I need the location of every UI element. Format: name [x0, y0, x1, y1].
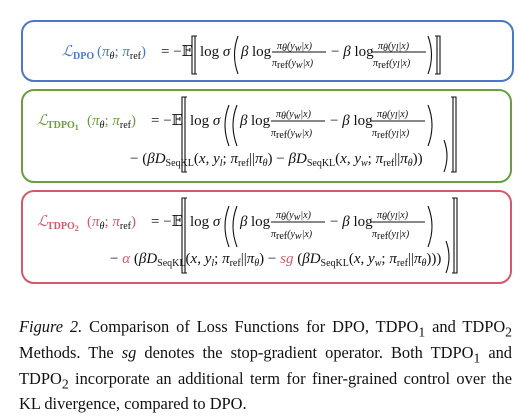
svg-text:πθ(yw|x): πθ(yw|x)	[276, 210, 312, 223]
svg-text:πref(yl|x): πref(yl|x)	[373, 58, 411, 71]
svg-text:− (βDSeqKL(x, yl; πref||πθ) −: − (βDSeqKL(x, yl; πref||πθ) − βDSeqKL(x,…	[130, 151, 423, 169]
svg-text:− β log: − β log	[330, 113, 373, 129]
svg-text:πθ(yl|x): πθ(yl|x)	[377, 210, 409, 223]
svg-text:πθ(yl|x): πθ(yl|x)	[378, 41, 410, 54]
svg-text:πref(yw|x): πref(yw|x)	[271, 229, 313, 242]
tdpo2-formula: ℒ TDPO2 (πθ; πref) = −𝔼 log σ β log πθ(y…	[37, 197, 458, 274]
caption-text-4: denotes the stop-gradient operator. Both…	[136, 342, 474, 362]
svg-text:πθ(yw|x): πθ(yw|x)	[276, 109, 312, 122]
svg-text:TDPO2: TDPO2	[47, 221, 79, 233]
svg-text:ℒ: ℒ	[37, 113, 49, 129]
caption-sg: sg	[121, 342, 137, 362]
dpo-formula-box	[21, 20, 514, 82]
svg-text:(πθ; πref): (πθ; πref)	[87, 214, 136, 232]
figure-caption: Figure 2. Comparison of Loss Functions f…	[19, 317, 512, 415]
svg-text:DPO: DPO	[73, 51, 94, 62]
svg-text:πref(yw|x): πref(yw|x)	[271, 128, 313, 141]
caption-sub-3: 1	[473, 350, 481, 366]
svg-text:(πθ; πref): (πθ; πref)	[87, 113, 136, 131]
svg-text:β: β	[239, 113, 248, 129]
svg-text:πθ(yw|x): πθ(yw|x)	[277, 41, 313, 54]
svg-text:log: log	[251, 214, 271, 230]
svg-text:− β log: − β log	[331, 44, 374, 60]
svg-text:log σ: log σ	[200, 44, 231, 60]
svg-text:β: β	[240, 44, 249, 60]
svg-text:− α (βDSeqKL(x, yl; πref||πθ): − α (βDSeqKL(x, yl; πref||πθ) − sg (βDSe…	[110, 251, 441, 269]
tdpo1-formula-box	[21, 89, 512, 183]
svg-text:(πθ; πref): (πθ; πref)	[97, 44, 146, 62]
svg-text:log σ: log σ	[190, 214, 221, 230]
caption-text-5: and TDPO	[19, 342, 512, 388]
svg-text:πref(yl|x): πref(yl|x)	[372, 128, 410, 141]
dpo-lhs-label: ℒ	[62, 44, 74, 60]
svg-text:log σ: log σ	[190, 113, 221, 129]
figure-label: Figure 2.	[19, 317, 83, 336]
svg-text:= −𝔼: = −𝔼	[161, 44, 193, 60]
dpo-formula: ℒ DPO (πθ; πref) = −𝔼 log σ β log πθ(yw|…	[62, 35, 441, 75]
tdpo2-formula-box	[21, 190, 512, 284]
svg-text:− β log: − β log	[330, 214, 373, 230]
caption-sub-4: 2	[61, 375, 69, 391]
svg-text:ℒ: ℒ	[37, 214, 49, 230]
svg-text:TDPO1: TDPO1	[47, 120, 79, 132]
tdpo1-formula: ℒ TDPO1 (πθ; πref) = −𝔼 log σ β log πθ(y…	[37, 96, 457, 173]
svg-text:log: log	[252, 44, 272, 60]
svg-text:πθ(yl|x): πθ(yl|x)	[377, 109, 409, 122]
svg-text:log: log	[251, 113, 271, 129]
caption-text-2: and TDPO	[425, 317, 506, 336]
svg-text:= −𝔼: = −𝔼	[151, 214, 183, 230]
svg-text:πref(yw|x): πref(yw|x)	[272, 58, 314, 71]
svg-text:πref(yl|x): πref(yl|x)	[372, 229, 410, 242]
svg-text:β: β	[239, 214, 248, 230]
caption-text-3: Methods. The	[19, 342, 122, 362]
caption-text-1: Comparison of Loss Functions for DPO, TD…	[82, 317, 419, 336]
svg-text:= −𝔼: = −𝔼	[151, 113, 183, 129]
formula-drawing: .m { font-size: 15px; fill: #111; } .s {…	[37, 35, 458, 274]
caption-sub-1: 1	[418, 324, 426, 340]
caption-sub-2: 2	[505, 324, 512, 340]
caption-text-6: incorporate an additional term for finer…	[19, 368, 512, 414]
